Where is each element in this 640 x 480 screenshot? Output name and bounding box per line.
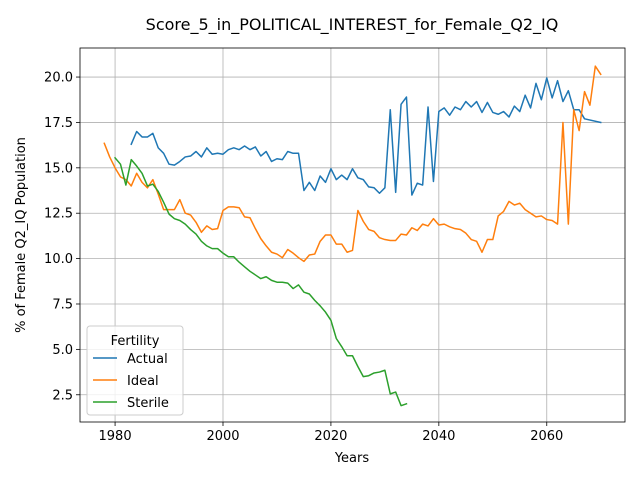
y-tick-label: 20.0 bbox=[44, 71, 73, 86]
x-axis-label: Years bbox=[334, 451, 370, 466]
y-axis-label: % of Female Q2_IQ Population bbox=[14, 137, 29, 333]
legend-box bbox=[86, 325, 184, 416]
y-tick-label: 12.5 bbox=[44, 207, 73, 222]
y-tick-label: 7.5 bbox=[52, 297, 73, 312]
legend-label-actual: Actual bbox=[127, 352, 168, 367]
x-tick-label: 2020 bbox=[314, 429, 347, 444]
y-tick-label: 17.5 bbox=[44, 116, 73, 131]
chart-title: Score_5_in_POLITICAL_INTEREST_for_Female… bbox=[146, 15, 559, 35]
plot-frame bbox=[79, 47, 626, 423]
legend-label-sterile: Sterile bbox=[127, 396, 169, 411]
legend: Fertility Actual Ideal Sterile bbox=[86, 325, 184, 416]
x-tick-label: 2060 bbox=[530, 429, 563, 444]
series-line-sterile bbox=[114, 156, 408, 407]
series-line-ideal bbox=[103, 65, 602, 263]
legend-label-ideal: Ideal bbox=[127, 374, 159, 389]
x-tick-label: 2000 bbox=[206, 429, 239, 444]
series-line-actual bbox=[130, 77, 602, 196]
legend-title: Fertility bbox=[111, 334, 160, 349]
x-tick-label: 1980 bbox=[99, 429, 132, 444]
y-tick-label: 15.0 bbox=[44, 161, 73, 176]
y-tick-label: 5.0 bbox=[52, 343, 73, 358]
y-tick-label: 10.0 bbox=[44, 252, 73, 267]
series-lines bbox=[103, 65, 602, 407]
y-tick-label: 2.5 bbox=[52, 388, 73, 403]
axis-ticks: 1980 2000 2020 2040 2060 2.5 5.0 7.5 10.0 12.5 15.… bbox=[44, 71, 563, 444]
x-tick-label: 2040 bbox=[422, 429, 455, 444]
